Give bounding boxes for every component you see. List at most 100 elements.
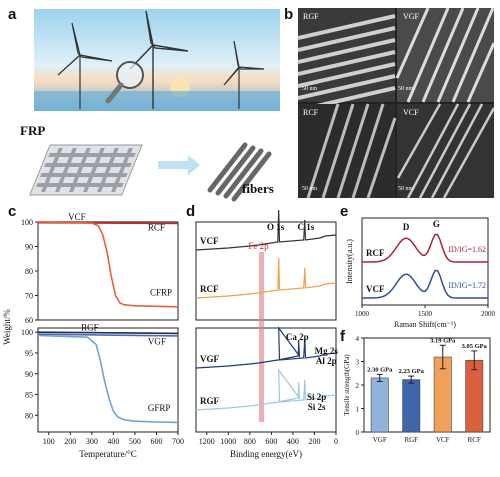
series-label-RCF: RCF <box>366 248 385 258</box>
panel-d-letter: d <box>186 203 196 220</box>
series-line-CFRP <box>37 221 179 308</box>
y-tick-label-bottom: 100 <box>21 328 33 337</box>
panel-c-letter: c <box>8 203 17 220</box>
scale-bar-bl: 50 nm <box>302 186 318 192</box>
value-label-RGF: 2.23 GPa <box>399 368 425 375</box>
panel-f-letter: f <box>340 328 345 345</box>
x-tick-label: 100 <box>43 437 55 446</box>
arrow-icon <box>158 155 200 175</box>
y-axis-label: Tensile strength(GPa) <box>343 354 351 416</box>
bar-RGF <box>402 379 421 433</box>
y-tick-label: 2 <box>356 382 360 390</box>
panel-f-tensile-chart: 0 1 2 3 4 2.30 GPa VGF 2.23 GPa RGF 3.19 GPa VCF 3.… <box>343 335 491 444</box>
wind-turbine-icon <box>57 22 113 109</box>
peak-label: Fe 2p <box>248 241 269 251</box>
axes-frame-top <box>195 221 337 321</box>
series-label-VGF: VGF <box>148 337 166 347</box>
value-label-VCF: 3.19 GPa <box>430 337 456 344</box>
scale-bar-tr: 50 nm <box>398 86 414 92</box>
fibers-label: fibers <box>242 181 274 196</box>
peak-label: Al 2p <box>316 356 337 366</box>
peak-label: Ca 2p <box>286 332 309 342</box>
series-line-VCF <box>362 269 488 299</box>
sem-label-vcf: VCF <box>403 108 419 117</box>
x-tick-label: 700 <box>172 437 184 446</box>
axes-frame-top <box>37 221 179 321</box>
value-label-VGF: 2.30 GPa <box>367 366 393 373</box>
series-line-RGF <box>37 331 179 335</box>
y-tick-label-bottom: 95 <box>25 349 33 358</box>
series-line-VCF <box>195 210 337 251</box>
y-tick-label-bottom: 85 <box>25 391 33 400</box>
x-tick-label: 1500 <box>418 310 433 318</box>
panel-b-letter: b <box>284 6 294 23</box>
y-tick-label: 3 <box>356 359 360 367</box>
magnifier-icon <box>105 61 144 104</box>
sem-label-rgf: RGF <box>303 12 319 21</box>
peak-label-d: D <box>403 222 410 232</box>
y-tick-label-bottom: 80 <box>25 411 33 420</box>
y-tick-label: 4 <box>356 335 360 343</box>
sem-label-rcf: RCF <box>303 108 319 117</box>
peak-label: Mg 2s <box>315 346 339 356</box>
x-tick-label: 1200 <box>199 437 215 446</box>
y-tick-label-bottom: 90 <box>25 370 33 379</box>
panel-b-sem-images <box>298 8 494 198</box>
category-label-VGF: VGF <box>373 436 387 444</box>
x-axis-label: Temperature/°C <box>79 449 136 459</box>
panel-c-tga-chart: 60 70 80 90 100 80 85 90 95 100 100 200 300 400 500 600… <box>2 212 184 459</box>
series-label-CFRP: CFRP <box>150 288 172 298</box>
y-tick-label: 0 <box>356 429 360 437</box>
x-tick-label: 2000 <box>481 310 496 318</box>
x-tick-label: 1000 <box>220 437 236 446</box>
x-tick-label: 400 <box>287 437 299 446</box>
frp-grid-icon <box>29 144 143 196</box>
panel-a-illustration: FRP fibers <box>20 9 280 202</box>
x-tick-label: 1000 <box>355 310 370 318</box>
y-tick-label-top: 80 <box>25 267 33 276</box>
series-label-RCF: RCF <box>148 223 165 233</box>
y-tick-label-top: 90 <box>25 243 33 252</box>
x-tick-label: 200 <box>64 437 76 446</box>
category-label-VCF: VCF <box>436 436 450 444</box>
y-tick-label-top: 100 <box>21 218 33 227</box>
series-line-RCF <box>362 233 488 263</box>
x-tick-label: 800 <box>244 437 256 446</box>
fibers-icon <box>207 142 272 202</box>
peak-label: O 1s <box>267 222 285 232</box>
x-tick-label: 600 <box>150 437 162 446</box>
peak-label: Si 2p <box>307 392 326 402</box>
fe2p-band <box>259 252 264 422</box>
scale-bar-br: 50 nm <box>398 186 414 192</box>
series-line-RCF <box>195 257 337 299</box>
x-axis-label: Binding energy(eV) <box>230 449 302 459</box>
category-label-RCF: RCF <box>468 436 481 444</box>
sem-label-vgf: VGF <box>403 12 420 21</box>
y-axis-label: Weight/% <box>2 309 12 345</box>
frp-label: FRP <box>20 123 45 138</box>
series-label-RGF: RGF <box>81 322 99 332</box>
value-label-RCF: 3.05 GPa <box>462 343 488 350</box>
peak-label: Si 2s <box>308 402 326 412</box>
series-label-GFRP: GFRP <box>148 403 171 413</box>
x-tick-label: 600 <box>265 437 277 446</box>
x-tick-label: 200 <box>308 437 320 446</box>
scale-bar-tl: 50 nm <box>302 86 318 92</box>
panel-e-letter: e <box>340 203 349 220</box>
series-label-VGF: VGF <box>200 354 220 364</box>
series-line-VGF <box>195 326 337 369</box>
x-tick-label: 500 <box>129 437 141 446</box>
panel-e-raman-chart: RCF ID/IG=1.62 VCF ID/IG=1.72 D G 1000 1500 2000… <box>345 217 496 329</box>
x-tick-label: 0 <box>334 437 338 446</box>
bar-RCF <box>465 360 484 433</box>
x-tick-label: 300 <box>86 437 98 446</box>
x-tick-label: 400 <box>107 437 119 446</box>
y-tick-label-top: 60 <box>25 316 33 325</box>
series-line-VGF <box>37 333 179 337</box>
y-axis-label: Intensity(a.u.) <box>345 239 354 284</box>
bar-VGF <box>370 377 389 433</box>
axes-frame-bottom <box>195 327 337 433</box>
ratio-label-VCF: ID/IG=1.72 <box>448 281 486 290</box>
x-axis-label: Raman Shift(cm⁻¹) <box>394 320 456 329</box>
